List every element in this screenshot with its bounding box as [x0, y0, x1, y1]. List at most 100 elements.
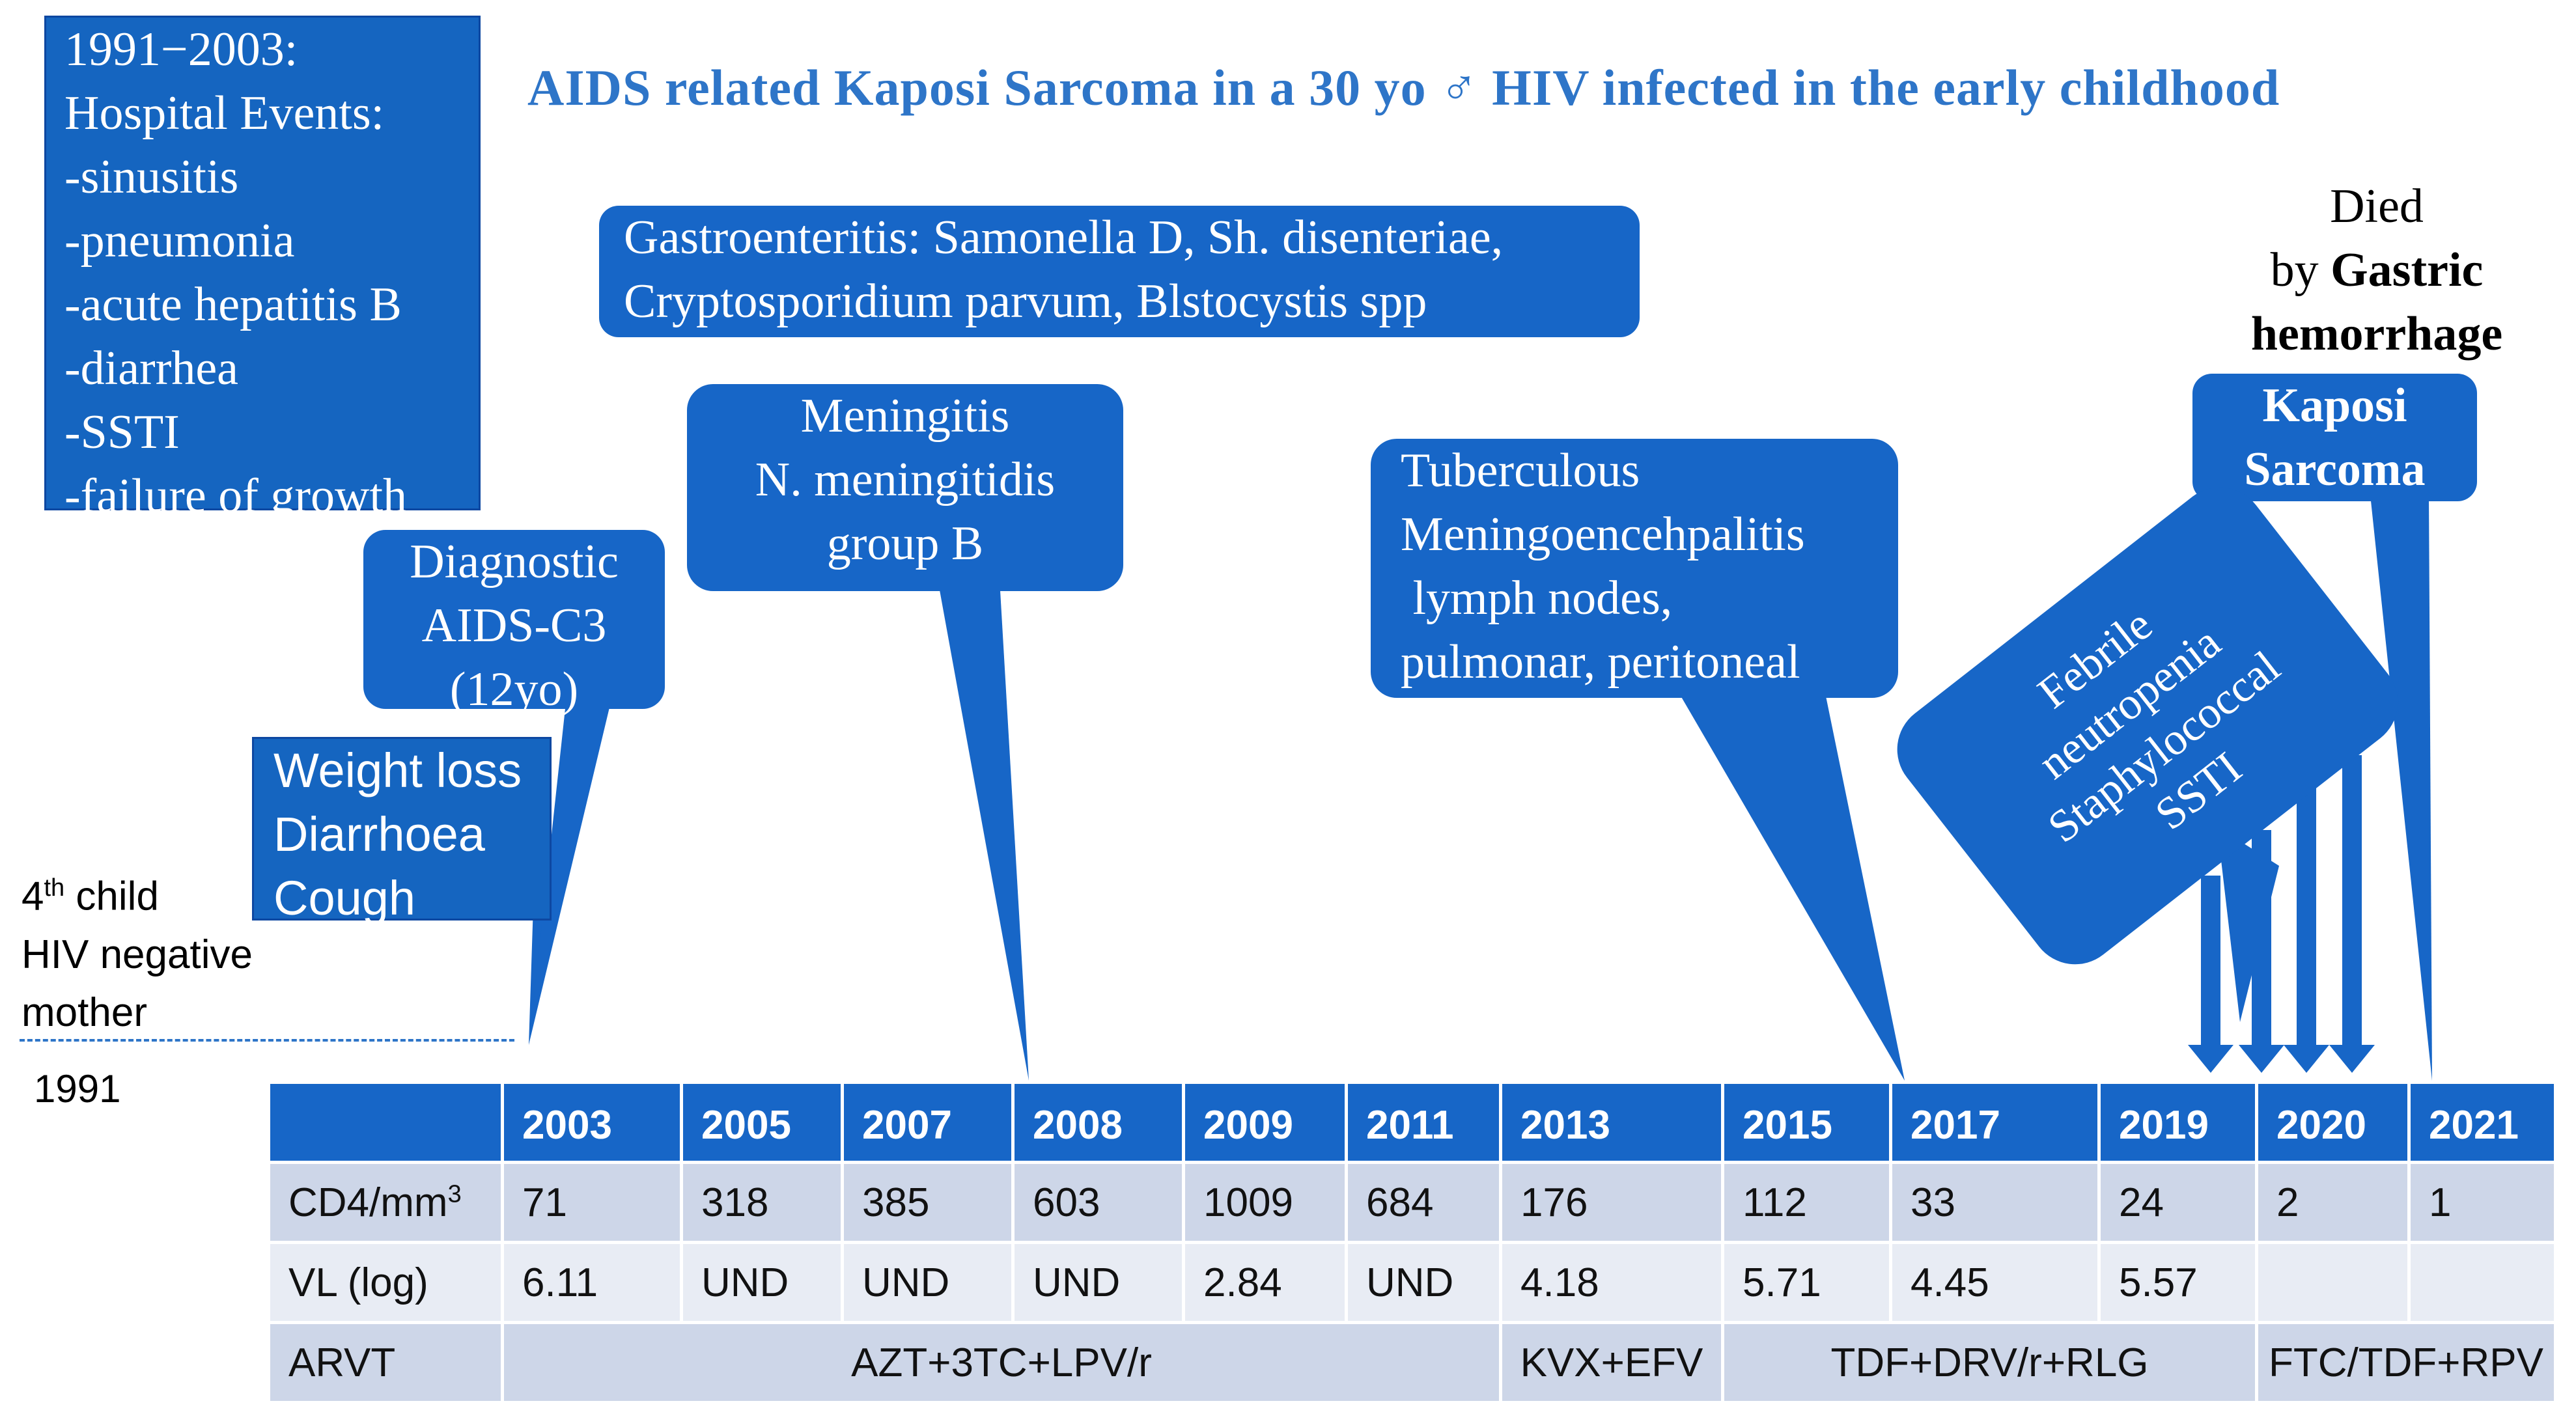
arvt-regimen: AZT+3TC+LPV/r	[501, 1321, 1502, 1404]
hospital-event-item: -diarrhea	[64, 342, 239, 395]
vl-cell: UND	[1345, 1241, 1502, 1324]
cd4-label-text: CD4/mm	[288, 1180, 448, 1225]
cd4-cell: 684	[1345, 1161, 1502, 1244]
vl-cell: UND	[680, 1241, 844, 1324]
gastroenteritis-callout: Gastroenteritis: Samonella D, Sh. disent…	[599, 206, 1640, 337]
cd4-label-sup: 3	[447, 1180, 462, 1208]
symptom-item: Weight loss	[273, 743, 522, 797]
tuberculous-line: pulmonar, peritoneal	[1401, 635, 1800, 689]
diagnostic-line: Diagnostic	[410, 535, 619, 588]
year-cell: 2003	[501, 1081, 683, 1164]
vl-cell: 6.11	[501, 1241, 683, 1324]
death-line2-prefix: by	[2270, 243, 2331, 297]
death-line1: Died	[2330, 180, 2424, 233]
mother-sup: th	[44, 874, 65, 902]
arvt-regimen: FTC/TDF+RPV	[2255, 1321, 2557, 1404]
arvt-regimen: TDF+DRV/r+RLG	[1721, 1321, 2258, 1404]
mother-num: 4	[21, 874, 44, 919]
year-cell: 2015	[1721, 1081, 1892, 1164]
cd4-row: CD4/mm3 71 318 385 603 1009 684 176 112 …	[267, 1161, 2557, 1244]
year-cell: 2007	[841, 1081, 1015, 1164]
symptoms-box: Weight loss Diarrhoea Cough	[252, 737, 552, 925]
cd4-cell: 2	[2255, 1161, 2411, 1244]
diagnostic-line: AIDS-C3	[421, 599, 607, 652]
arvt-regimen: KVX+EFV	[1499, 1321, 1724, 1404]
cd4-cell: 176	[1499, 1161, 1724, 1244]
vl-cell: 5.71	[1721, 1241, 1892, 1324]
kaposi-callout: Kaposi Sarcoma	[2192, 374, 2477, 501]
mother-rest: child	[64, 874, 159, 919]
meningitis-line: group B	[826, 517, 984, 570]
meningitis-line: Meningitis	[800, 389, 1010, 443]
year-header-row: 2003 2005 2007 2008 2009 2011 2013 2015 …	[267, 1081, 2557, 1164]
vl-cell: 4.18	[1499, 1241, 1724, 1324]
diagnostic-line: (12yo)	[449, 663, 579, 716]
vl-cell	[2255, 1241, 2411, 1324]
clinical-data-table: 2003 2005 2007 2008 2009 2011 2013 2015 …	[267, 1081, 2557, 1404]
arvt-label: ARVT	[267, 1321, 504, 1404]
vl-label: VL (log)	[267, 1241, 504, 1324]
vl-cell	[2407, 1241, 2557, 1324]
death-line2-bold: Gastric	[2331, 243, 2484, 297]
year-cell: 2019	[2097, 1081, 2258, 1164]
meningitis-callout: Meningitis N. meningitidis group B	[687, 384, 1123, 591]
year-cell: 2009	[1182, 1081, 1348, 1164]
year-cell: 2011	[1345, 1081, 1502, 1164]
year-cell: 2017	[1889, 1081, 2101, 1164]
vl-cell: 4.45	[1889, 1241, 2101, 1324]
mother-line3: mother	[21, 990, 147, 1035]
kaposi-line: Sarcoma	[2244, 443, 2426, 496]
header-empty-cell	[267, 1081, 504, 1164]
hospital-event-item: -sinusitis	[64, 150, 239, 204]
mother-note: 4th child HIV negative mother	[21, 859, 253, 1042]
tuberculous-line: Meningoencehpalitis	[1401, 508, 1805, 561]
year-cell: 2008	[1011, 1081, 1185, 1164]
arrow-2021	[2329, 755, 2375, 1073]
year-cell: 2020	[2255, 1081, 2411, 1164]
tuberculous-line: Tuberculous	[1401, 444, 1640, 497]
cd4-cell: 24	[2097, 1161, 2258, 1244]
hospital-events-heading: 1991−2003:	[64, 23, 298, 76]
symptom-item: Diarrhoea	[273, 807, 485, 861]
timeline-dashed-line	[20, 1039, 514, 1042]
chart-title: AIDS related Kaposi Sarcoma in a 30 yo ♂…	[527, 59, 2280, 116]
start-year: 1991	[34, 1067, 121, 1111]
cd4-cell: 385	[841, 1161, 1015, 1244]
vl-cell: 2.84	[1182, 1241, 1348, 1324]
mother-line1: 4th child	[21, 859, 253, 926]
vl-cell: UND	[1011, 1241, 1185, 1324]
arrow-2020b	[2284, 784, 2329, 1073]
death-note: Died by Gastric hemorrhage	[2214, 174, 2540, 366]
cd4-cell: 603	[1011, 1161, 1185, 1244]
cd4-cell: 71	[501, 1161, 683, 1244]
kaposi-line: Kaposi	[2262, 379, 2407, 432]
death-line3: hemorrhage	[2250, 307, 2503, 361]
gastroenteritis-line: Gastroenteritis: Samonella D, Sh. disent…	[624, 211, 1504, 264]
tuberculous-callout: Tuberculous Meningoencehpalitis lymph no…	[1371, 439, 1898, 698]
arrow-2019	[2188, 876, 2233, 1073]
arrow-2020a	[2239, 830, 2284, 1073]
death-line2: by Gastric	[2214, 238, 2540, 302]
hospital-event-item: -failure of growth	[64, 469, 408, 523]
gastroenteritis-line: Cryptosporidium parvum, Blstocystis spp	[624, 275, 1427, 328]
mening-pointer	[938, 579, 1029, 1081]
vl-row: VL (log) 6.11 UND UND UND 2.84 UND 4.18 …	[267, 1241, 2557, 1324]
cd4-cell: 1	[2407, 1161, 2557, 1244]
cd4-cell: 1009	[1182, 1161, 1348, 1244]
cd4-cell: 33	[1889, 1161, 2101, 1244]
tuberculous-line: lymph nodes,	[1401, 572, 1673, 625]
diagnostic-callout: Diagnostic AIDS-C3 (12yo)	[363, 530, 665, 716]
year-cell: 2005	[680, 1081, 844, 1164]
cd4-cell: 318	[680, 1161, 844, 1244]
meningitis-line: N. meningitidis	[755, 453, 1056, 506]
diag-pointer	[529, 697, 612, 1045]
vl-cell: UND	[841, 1241, 1015, 1324]
hospital-event-item: -SSTI	[64, 406, 180, 459]
year-cell: 2013	[1499, 1081, 1724, 1164]
kaposi-pointer	[2370, 495, 2432, 1081]
vl-cell: 5.57	[2097, 1241, 2258, 1324]
hospital-events-subheading: Hospital Events:	[64, 87, 385, 140]
hospital-event-item: -pneumonia	[64, 214, 295, 268]
mother-line2: HIV negative	[21, 932, 253, 977]
